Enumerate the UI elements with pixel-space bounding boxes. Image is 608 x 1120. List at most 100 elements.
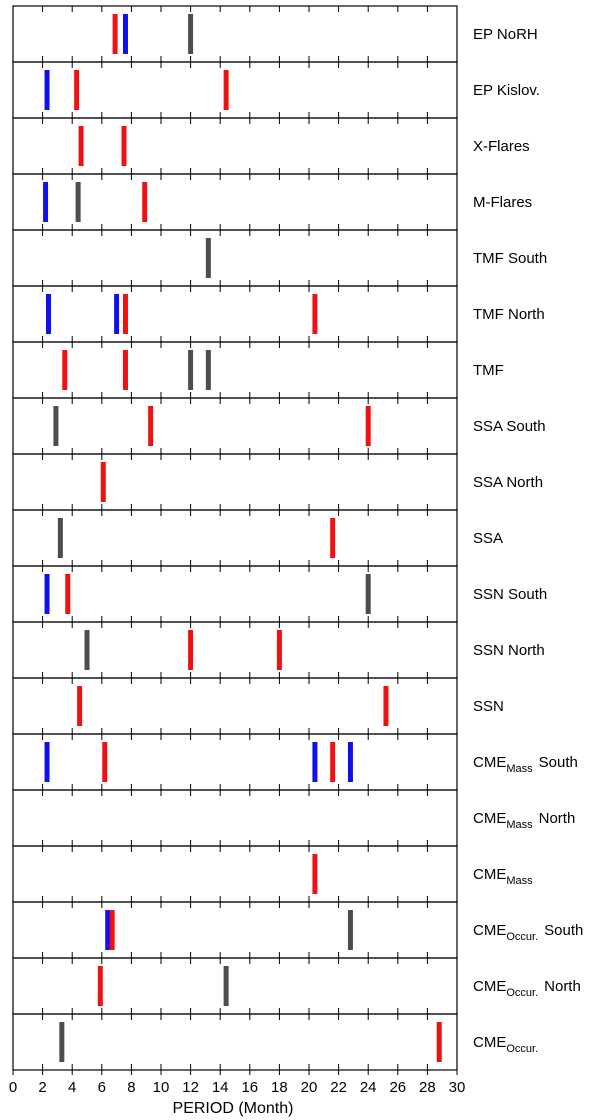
period-mark [148, 406, 154, 446]
x-tick-label: 22 [330, 1079, 347, 1096]
x-tick-label: 10 [153, 1079, 170, 1096]
period-mark [142, 182, 148, 222]
period-mark [100, 462, 106, 502]
panel-frame [12, 621, 458, 679]
period-mark [383, 686, 389, 726]
period-mark [112, 14, 118, 54]
panel-frame [12, 5, 458, 63]
period-mark [188, 350, 194, 390]
period-mark [312, 742, 318, 782]
period-mark [436, 1022, 442, 1062]
period-mark [122, 14, 128, 54]
panel-frame [12, 733, 458, 791]
x-tick-label: 16 [241, 1079, 258, 1096]
period-mark [205, 238, 211, 278]
row-label: SSA South [473, 418, 546, 435]
period-mark [53, 406, 59, 446]
period-mark [62, 350, 68, 390]
x-tick-label: 12 [182, 1079, 199, 1096]
row-label: M-Flares [473, 194, 532, 211]
period-mark [43, 182, 49, 222]
x-tick-label: 26 [389, 1079, 406, 1096]
period-mark [330, 742, 336, 782]
period-mark [77, 686, 83, 726]
period-mark [97, 966, 103, 1006]
period-mark [65, 574, 71, 614]
period-mark [312, 294, 318, 334]
x-axis: 0 2 4 6 8 10 12 14 16 18 20 22 24 26 28 30 [9, 1070, 466, 1096]
period-mark [330, 518, 336, 558]
period-mark [312, 854, 318, 894]
row-label: CMEMass North [473, 810, 575, 831]
panel-frame [12, 957, 458, 1015]
row-label: SSN North [473, 642, 545, 659]
period-mark [109, 910, 115, 950]
period-mark [75, 182, 81, 222]
period-mark [114, 294, 120, 334]
row-label: TMF North [473, 306, 545, 323]
period-mark [102, 742, 108, 782]
row-label: EP Kislov. [473, 82, 540, 99]
period-mark [276, 630, 282, 670]
row-label: TMF [473, 362, 504, 379]
panel-frame [12, 229, 458, 287]
x-tick-label: 8 [127, 1079, 135, 1096]
period-mark [78, 126, 84, 166]
period-mark [46, 294, 52, 334]
panel-frame [12, 453, 458, 511]
period-mark [365, 574, 371, 614]
row-label: SSA [473, 530, 503, 547]
row-label: CMEMass South [473, 754, 578, 775]
period-mark [365, 406, 371, 446]
period-mark [105, 910, 111, 950]
period-mark [223, 70, 229, 110]
panel-frame [12, 565, 458, 623]
panel-frame [12, 845, 458, 903]
x-tick-label: 24 [360, 1079, 377, 1096]
x-tick-label: 20 [301, 1079, 318, 1096]
period-mark [188, 14, 194, 54]
period-mark [59, 1022, 65, 1062]
panel-frame [12, 509, 458, 567]
panel-frame [12, 397, 458, 455]
x-tick-label: 28 [419, 1079, 436, 1096]
period-mark [347, 910, 353, 950]
row-label: CMEOccur. North [473, 978, 581, 999]
period-mark [57, 518, 63, 558]
panel-frame [12, 61, 458, 119]
period-mark [121, 126, 127, 166]
row-label: SSN South [473, 586, 547, 603]
x-tick-label: 2 [38, 1079, 46, 1096]
row-label: CMEOccur. South [473, 922, 583, 943]
row-label: TMF South [473, 250, 547, 267]
x-tick-label: 0 [9, 1079, 17, 1096]
chart-marks [43, 14, 442, 1062]
panel-frame [12, 789, 458, 847]
period-mark [122, 294, 128, 334]
x-tick-label: 14 [212, 1079, 229, 1096]
x-tick-label: 4 [68, 1079, 76, 1096]
period-mark [188, 630, 194, 670]
row-label: SSN [473, 698, 504, 715]
period-mark [44, 742, 50, 782]
row-label: EP NoRH [473, 26, 538, 43]
panel-frame [12, 901, 458, 959]
x-axis-title: PERIOD (Month) [173, 1100, 294, 1117]
period-mark [44, 70, 50, 110]
x-tick-label: 6 [98, 1079, 106, 1096]
period-mark [347, 742, 353, 782]
panel-frame [12, 1013, 458, 1071]
period-mark [205, 350, 211, 390]
row-labels: EP NoRH EP Kislov. X-Flares M-Flares TMF Sou… [473, 26, 583, 1055]
x-tick-label: 30 [449, 1079, 466, 1096]
period-mark [122, 350, 128, 390]
period-mark [44, 574, 50, 614]
x-tick-label: 18 [271, 1079, 288, 1096]
period-mark [84, 630, 90, 670]
row-label: CMEMass [473, 866, 533, 887]
panel-frame [12, 285, 458, 343]
chart-panels [12, 5, 458, 1071]
period-mark [223, 966, 229, 1006]
period-mark [74, 70, 80, 110]
